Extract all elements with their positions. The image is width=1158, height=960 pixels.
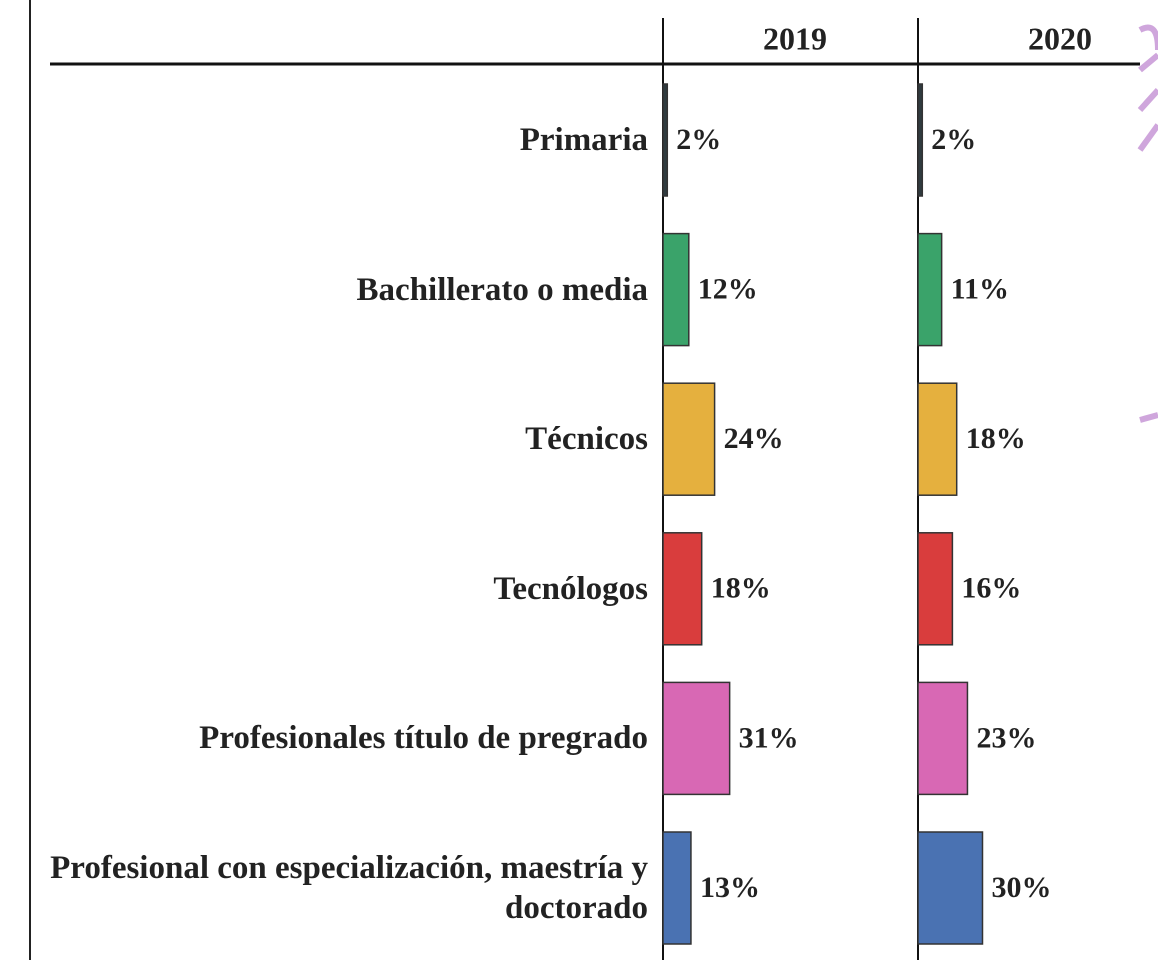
category-label: Técnicos: [525, 421, 648, 458]
bar: [917, 831, 984, 945]
bar: [662, 232, 690, 347]
value-label: 11%: [951, 272, 1009, 305]
bar: [662, 532, 703, 646]
bar: [662, 382, 716, 496]
bar: [917, 83, 924, 197]
value-label: 23%: [976, 721, 1036, 754]
panel-header: 2020: [1028, 20, 1092, 56]
panel-header: 2019: [763, 20, 827, 56]
value-label: 24%: [724, 422, 784, 455]
value-label: 12%: [698, 272, 758, 305]
value-label: 18%: [966, 422, 1026, 455]
value-label: 31%: [739, 721, 799, 754]
bar: [917, 532, 954, 646]
value-label: 2%: [676, 123, 721, 156]
category-label: Bachillerato o media: [356, 271, 648, 308]
bar: [917, 232, 943, 347]
bar: [917, 382, 958, 496]
value-label: 13%: [700, 871, 760, 904]
bar: [662, 83, 669, 197]
category-label: Tecnólogos: [493, 570, 648, 607]
value-label: 16%: [961, 572, 1021, 605]
category-label: Profesional con especialización, maestrí…: [50, 850, 648, 926]
value-label: 30%: [992, 871, 1052, 904]
category-label: Profesionales título de pregrado: [199, 720, 648, 757]
bar: [662, 831, 692, 945]
bar: [917, 681, 969, 796]
bar: [662, 681, 731, 796]
decoration: [1137, 24, 1158, 423]
value-label: 18%: [711, 572, 771, 605]
category-label: Primaria: [519, 122, 648, 158]
value-label: 2%: [931, 123, 976, 156]
